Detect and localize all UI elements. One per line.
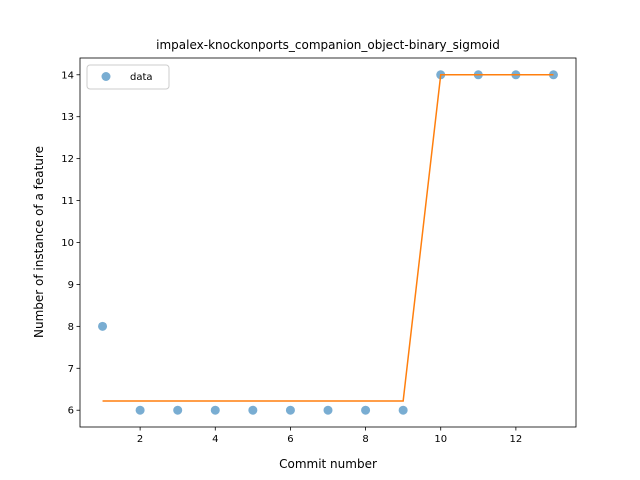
x-axis: 2 4 6 8 10 12 (137, 427, 522, 445)
x-tick-label: 2 (137, 434, 143, 445)
x-tick-label: 4 (212, 434, 218, 445)
legend-label: data (130, 72, 153, 83)
fit-line (102, 74, 554, 402)
y-tick-label: 13 (61, 112, 74, 123)
data-point (398, 405, 408, 415)
y-axis: 6 7 8 9 10 11 12 13 14 (61, 70, 80, 417)
legend: data (86, 64, 170, 90)
chart-title: impalex-knockonports_companion_object-bi… (156, 38, 500, 52)
x-tick-label: 8 (362, 434, 368, 445)
y-tick-label: 7 (68, 364, 74, 375)
legend-marker (101, 72, 111, 81)
y-tick-label: 10 (61, 238, 74, 249)
data-point (285, 405, 295, 415)
data-point (98, 321, 108, 331)
x-axis-label: Commit number (279, 457, 377, 471)
legend-box (86, 64, 170, 90)
data-point (173, 405, 183, 415)
x-tick-label: 10 (434, 434, 447, 445)
y-tick-label: 12 (61, 154, 74, 165)
y-tick-label: 6 (68, 406, 74, 417)
data-point (248, 405, 258, 415)
x-tick-label: 12 (510, 434, 523, 445)
data-point (361, 405, 371, 415)
y-tick-label: 11 (61, 196, 74, 207)
y-tick-label: 9 (68, 280, 74, 291)
y-tick-label: 8 (68, 322, 74, 333)
x-tick-label: 6 (287, 434, 293, 445)
plot-area (98, 70, 558, 415)
data-point (210, 405, 220, 415)
data-point (323, 405, 333, 415)
data-point (135, 405, 145, 415)
y-axis-label: Number of instance of a feature (32, 146, 46, 338)
y-tick-label: 14 (61, 70, 74, 81)
